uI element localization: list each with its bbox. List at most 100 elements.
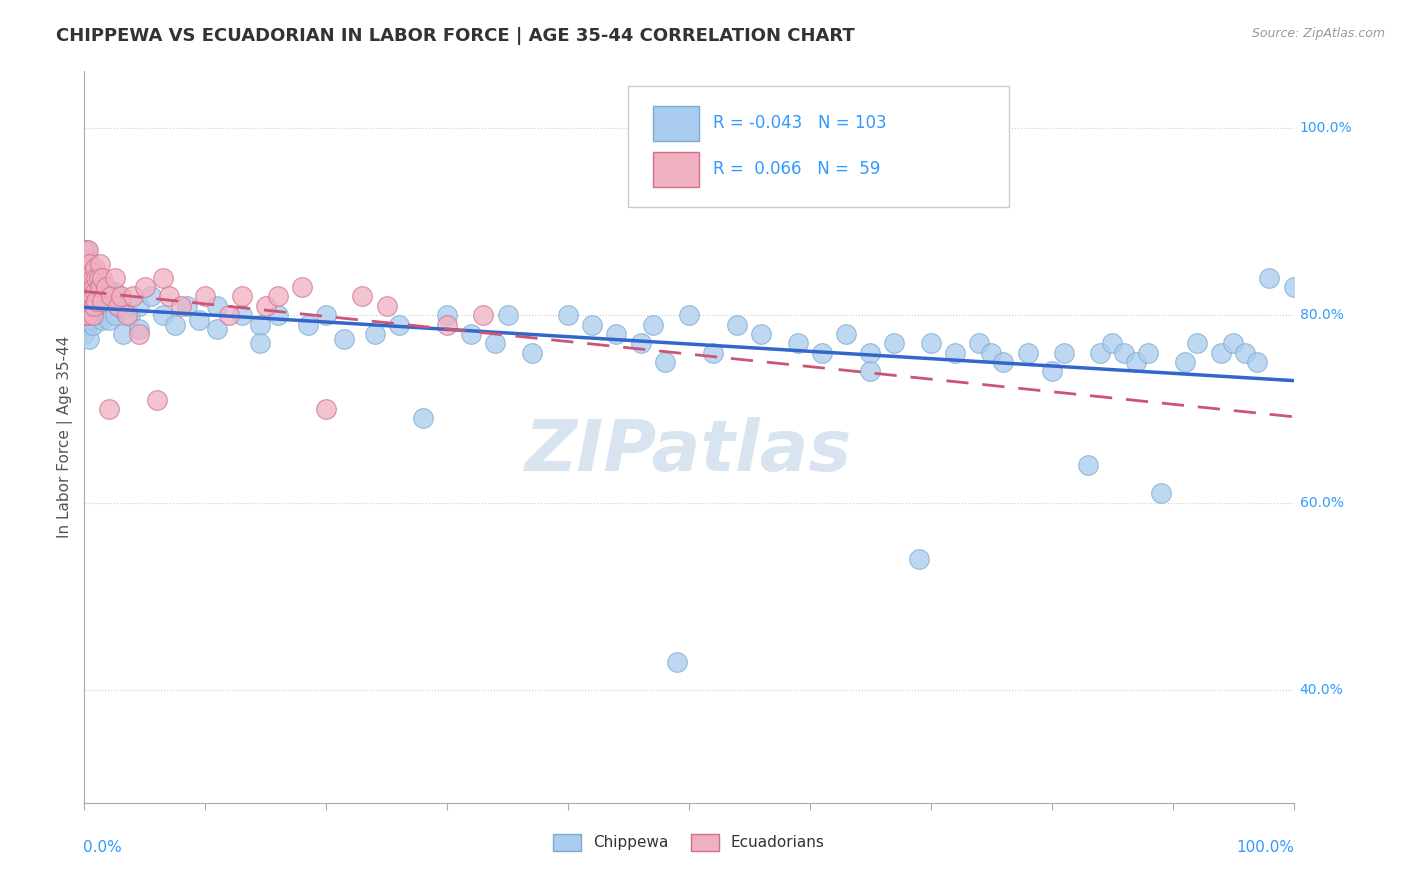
Point [920,336,942,351]
Point [107,299,129,313]
Point [77,261,100,276]
Point [1017,345,1039,359]
Point [352,289,374,303]
Point [80,266,103,280]
Point [165,318,187,332]
Point [436,308,458,322]
Point [100,289,122,303]
Point [484,336,506,351]
Point [79,257,101,271]
Point [496,308,519,322]
Point [97,401,120,416]
Point [91,289,114,303]
Point [835,326,858,341]
Point [1125,355,1147,369]
Point [94,280,117,294]
Point [77,318,100,332]
Point [207,322,229,336]
Point [630,336,652,351]
Point [1101,336,1123,351]
Point [107,299,129,313]
Point [86,270,108,285]
Point [77,308,100,322]
Point [134,280,156,294]
Point [77,299,100,313]
Text: ZIPatlas: ZIPatlas [526,417,852,486]
Point [75,270,97,285]
Point [91,270,114,285]
Point [472,308,495,322]
Point [267,289,290,303]
Point [77,261,100,276]
Point [1258,270,1281,285]
Point [84,261,107,276]
Point [73,289,96,303]
Point [82,318,104,332]
Point [1185,336,1208,351]
Point [157,289,180,303]
Point [907,552,929,566]
Point [128,326,150,341]
Point [75,294,97,309]
Point [1053,345,1076,359]
Point [73,289,96,303]
Text: 0.0%: 0.0% [83,840,122,855]
Point [267,308,290,322]
Point [91,313,114,327]
Point [73,261,96,276]
FancyBboxPatch shape [652,152,699,187]
Point [84,270,107,285]
Point [104,270,127,285]
Point [128,322,150,336]
FancyBboxPatch shape [652,106,699,141]
Point [82,270,104,285]
Point [104,285,127,299]
Point [79,270,101,285]
Point [83,280,105,294]
Point [79,313,101,327]
Point [943,345,966,359]
Point [859,345,882,359]
Point [967,336,990,351]
Point [77,289,100,303]
Point [97,289,120,303]
Point [207,299,229,313]
Point [1114,345,1136,359]
Point [79,299,101,313]
Point [333,332,356,346]
Point [249,318,271,332]
Point [120,308,142,322]
Point [520,345,543,359]
Text: 40.0%: 40.0% [1299,683,1343,698]
Point [87,280,110,294]
Point [83,299,105,313]
Point [84,294,107,309]
Point [73,270,96,285]
Point [194,289,217,303]
FancyBboxPatch shape [628,86,1010,207]
Point [82,299,104,313]
Point [315,401,337,416]
Point [94,299,117,313]
Point [1077,458,1099,473]
Point [1088,345,1111,359]
Text: 100.0%: 100.0% [1299,120,1353,135]
Point [89,257,111,271]
Point [581,318,603,332]
Point [84,285,107,299]
Point [702,345,724,359]
Point [254,299,277,313]
Point [82,276,104,290]
Point [436,318,458,332]
Text: Source: ZipAtlas.com: Source: ZipAtlas.com [1251,27,1385,40]
Point [152,308,174,322]
Point [811,345,834,359]
Point [412,411,434,425]
Point [128,299,150,313]
Point [1234,345,1257,359]
Point [77,270,100,285]
Point [1222,336,1244,351]
Point [980,345,1002,359]
Point [121,289,143,303]
Point [375,299,398,313]
